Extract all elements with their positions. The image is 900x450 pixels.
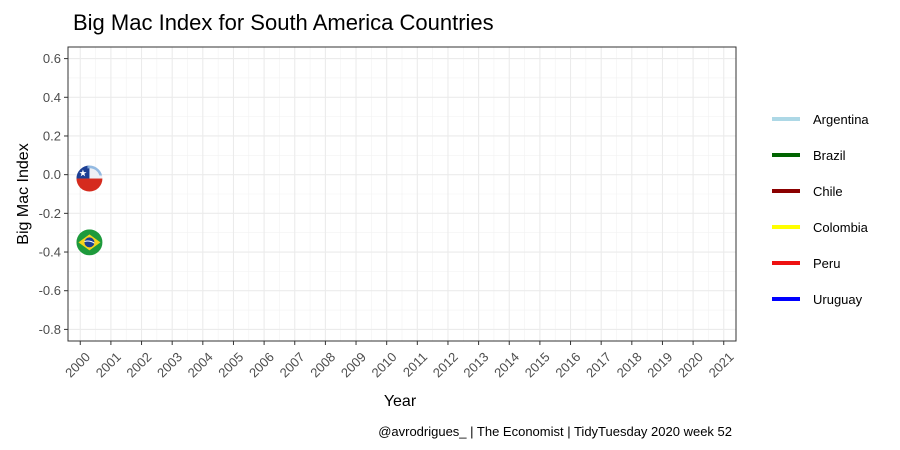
x-tick-label: 2001 xyxy=(93,349,124,380)
y-axis-label: Big Mac Index xyxy=(15,143,32,244)
legend-label: Chile xyxy=(813,184,843,199)
chart-title: Big Mac Index for South America Countrie… xyxy=(73,10,494,35)
x-tick-label: 2016 xyxy=(552,349,583,380)
data-point-brazil xyxy=(76,229,103,256)
legend-item-chile: Chile xyxy=(772,184,843,199)
x-tick-label: 2015 xyxy=(522,349,553,380)
legend-label: Peru xyxy=(813,256,840,271)
x-tick-label: 2002 xyxy=(123,349,154,380)
x-tick-label: 2021 xyxy=(706,349,737,380)
x-tick-label: 2005 xyxy=(215,349,246,380)
legend-item-peru: Peru xyxy=(772,256,840,271)
legend-item-uruguay: Uruguay xyxy=(772,292,863,307)
x-tick-label: 2013 xyxy=(460,349,491,380)
x-tick-label: 2019 xyxy=(644,349,675,380)
x-tick-label: 2006 xyxy=(246,349,277,380)
x-tick-label: 2012 xyxy=(430,349,461,380)
legend-label: Colombia xyxy=(813,220,869,235)
x-tick-label: 2009 xyxy=(338,349,369,380)
legend-item-argentina: Argentina xyxy=(772,112,869,127)
data-point-chile xyxy=(76,165,103,192)
x-tick-label: 2017 xyxy=(583,349,614,380)
x-tick-label: 2008 xyxy=(307,349,338,380)
x-tick-label: 2004 xyxy=(185,349,216,380)
x-tick-label: 2003 xyxy=(154,349,185,380)
x-tick-label: 2000 xyxy=(62,349,93,380)
legend-label: Uruguay xyxy=(813,292,863,307)
x-tick-label: 2018 xyxy=(614,349,645,380)
x-axis-ticks: 2000 2001 2002 2003 2004 2005 2006 2007 2008 2009… xyxy=(62,341,737,380)
x-tick-label: 2014 xyxy=(491,349,522,380)
x-tick-label: 2007 xyxy=(277,349,308,380)
y-axis-ticks: 0.6 0.4 0.2 0.0 -0.2 -0.4 -0.6 -0.8 xyxy=(39,51,68,337)
y-tick-label: -0.4 xyxy=(39,245,61,260)
x-axis-label: Year xyxy=(384,393,417,410)
plot-panel-border xyxy=(67,46,737,342)
chart-caption: @avrodrigues_ | The Economist | TidyTues… xyxy=(378,424,732,439)
x-tick-label: 2020 xyxy=(675,349,706,380)
legend: Argentina Brazil Chile Colombia Peru Uruguay xyxy=(772,112,869,307)
y-tick-label: -0.2 xyxy=(39,206,61,221)
legend-item-brazil: Brazil xyxy=(772,148,846,163)
legend-item-colombia: Colombia xyxy=(772,220,869,235)
x-tick-label: 2011 xyxy=(400,349,430,379)
data-marks xyxy=(76,165,103,256)
y-tick-label: 0.2 xyxy=(43,128,61,143)
y-tick-label: -0.8 xyxy=(39,322,61,337)
y-tick-label: 0.0 xyxy=(43,167,61,182)
x-tick-label: 2010 xyxy=(369,349,400,380)
y-tick-label: 0.6 xyxy=(43,51,61,66)
y-tick-label: -0.6 xyxy=(39,283,61,298)
legend-label: Brazil xyxy=(813,148,846,163)
legend-label: Argentina xyxy=(813,112,869,127)
grid xyxy=(68,47,736,341)
y-tick-label: 0.4 xyxy=(43,90,61,105)
